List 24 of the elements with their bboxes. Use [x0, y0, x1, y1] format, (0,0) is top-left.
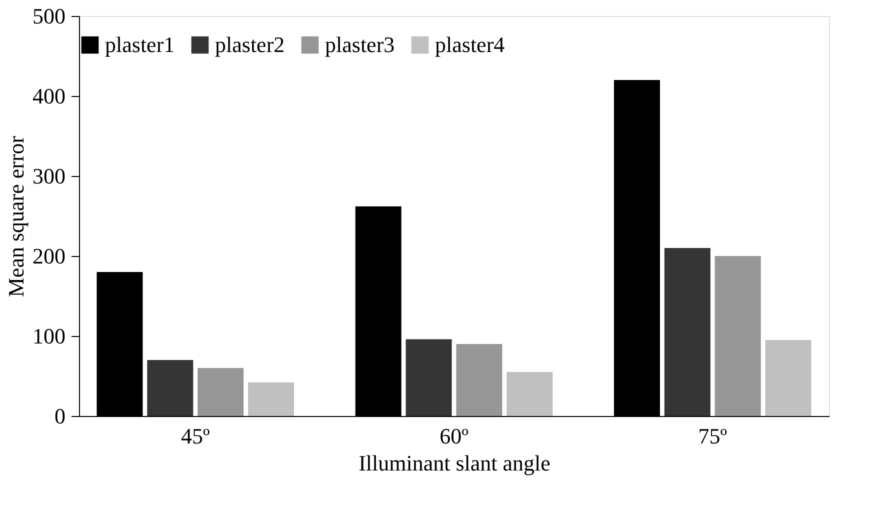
y-axis-title: Mean square error: [4, 135, 28, 298]
x-tick-label: 75º: [698, 424, 728, 448]
y-tick-label: 400: [32, 84, 66, 108]
bar: [456, 344, 502, 416]
bar: [714, 256, 761, 416]
legend-label: plaster4: [435, 32, 505, 57]
bar: [248, 382, 294, 416]
bar: [406, 339, 452, 416]
y-tick-label: 300: [32, 164, 66, 188]
y-tick-label: 0: [54, 404, 66, 428]
legend-label: plaster1: [105, 32, 175, 57]
legend-label: plaster2: [215, 32, 285, 57]
bar: [765, 340, 812, 416]
x-tick-label: 45º: [180, 424, 210, 448]
bar: [198, 368, 244, 416]
y-tick-label: 100: [32, 324, 66, 348]
x-axis-title: Illuminant slant angle: [358, 450, 550, 476]
y-tick-label: 200: [32, 244, 66, 268]
legend-label: plaster3: [325, 32, 395, 57]
bar: [506, 372, 553, 416]
y-tick-label: 500: [32, 4, 66, 28]
bar: [664, 248, 710, 416]
x-tick-label: 60º: [440, 424, 469, 448]
bar: [147, 360, 194, 416]
